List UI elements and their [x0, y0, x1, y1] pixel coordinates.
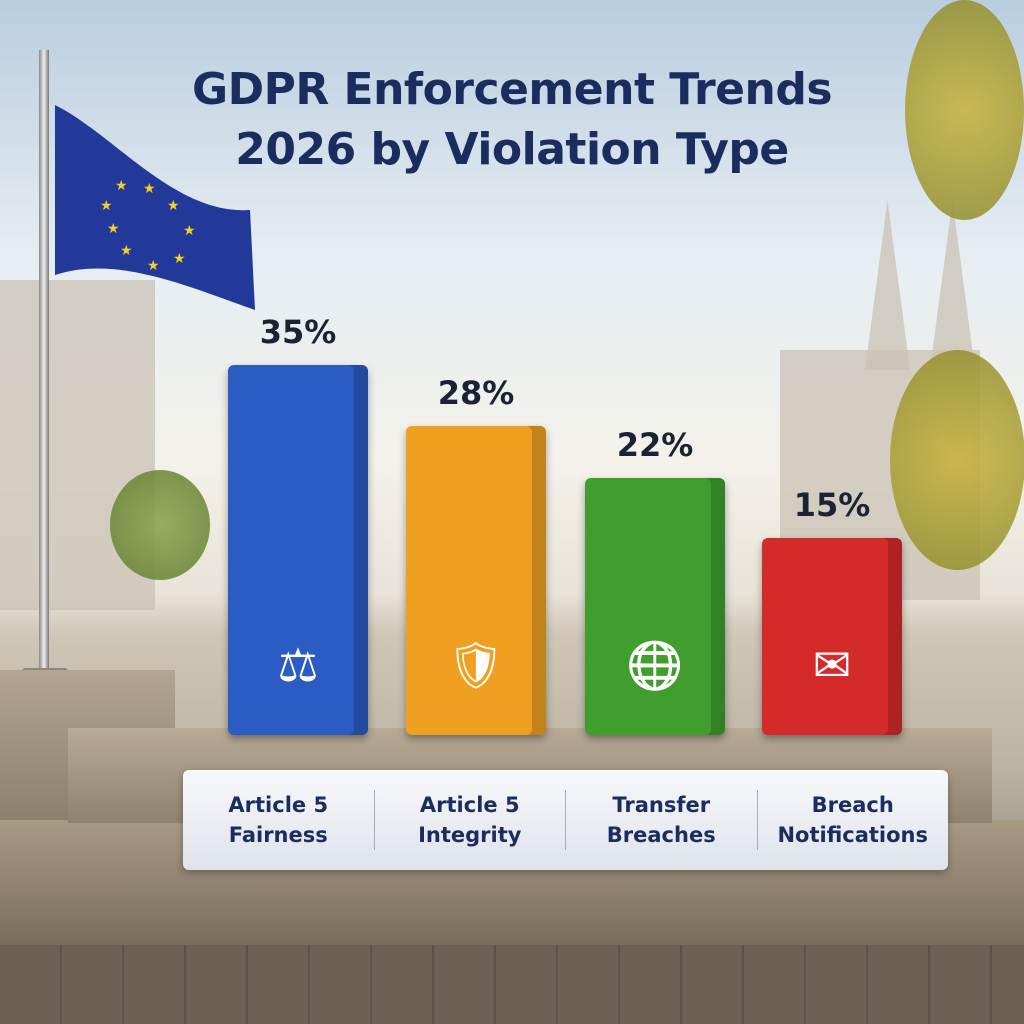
- svg-text:★: ★: [115, 178, 128, 194]
- bar: [406, 425, 546, 735]
- title-line-1: GDPR Enforcement Trends: [191, 64, 833, 115]
- svg-text:★: ★: [107, 221, 120, 237]
- bar: [228, 365, 368, 735]
- globe-plane-icon: 🌐: [626, 638, 684, 692]
- bar: [585, 477, 725, 735]
- bar: [762, 538, 902, 735]
- svg-text:★: ★: [173, 251, 186, 267]
- data-label: 28%: [437, 373, 515, 412]
- flagpole: [39, 50, 49, 672]
- chart-title: GDPR Enforcement Trends 2026 by Violatio…: [0, 60, 1024, 180]
- data-label: 15%: [793, 486, 871, 525]
- category-label: Transfer Breaches: [566, 790, 758, 850]
- category-label: Article 5 Fairness: [183, 790, 375, 850]
- svg-text:★: ★: [120, 243, 133, 259]
- scales-icon: ⚖: [277, 638, 319, 692]
- tree: [890, 350, 1024, 570]
- category-label: Article 5 Integrity: [375, 790, 566, 850]
- category-label: Breach Notifications: [777, 793, 929, 847]
- svg-text:★: ★: [183, 223, 196, 239]
- eu-flag-icon: ★ ★★ ★★★ ★★★: [55, 105, 255, 310]
- title-line-2: 2026 by Violation Type: [235, 124, 789, 175]
- svg-text:★: ★: [147, 258, 160, 274]
- tree: [905, 0, 1024, 220]
- data-label: 22%: [616, 425, 694, 464]
- cathedral-spire: [930, 200, 975, 370]
- data-label: 35%: [259, 313, 337, 352]
- cathedral-spire: [865, 200, 910, 370]
- svg-text:★: ★: [100, 198, 113, 214]
- shield-check-icon: 🛡: [446, 638, 506, 692]
- svg-text:★: ★: [143, 181, 156, 197]
- envelope-icon: ✉: [812, 638, 852, 692]
- svg-text:★: ★: [167, 198, 180, 214]
- tree: [110, 470, 210, 580]
- category-label-panel: Article 5 Fairness Article 5 Integrity Tra…: [183, 770, 948, 870]
- paving: [0, 945, 1024, 1024]
